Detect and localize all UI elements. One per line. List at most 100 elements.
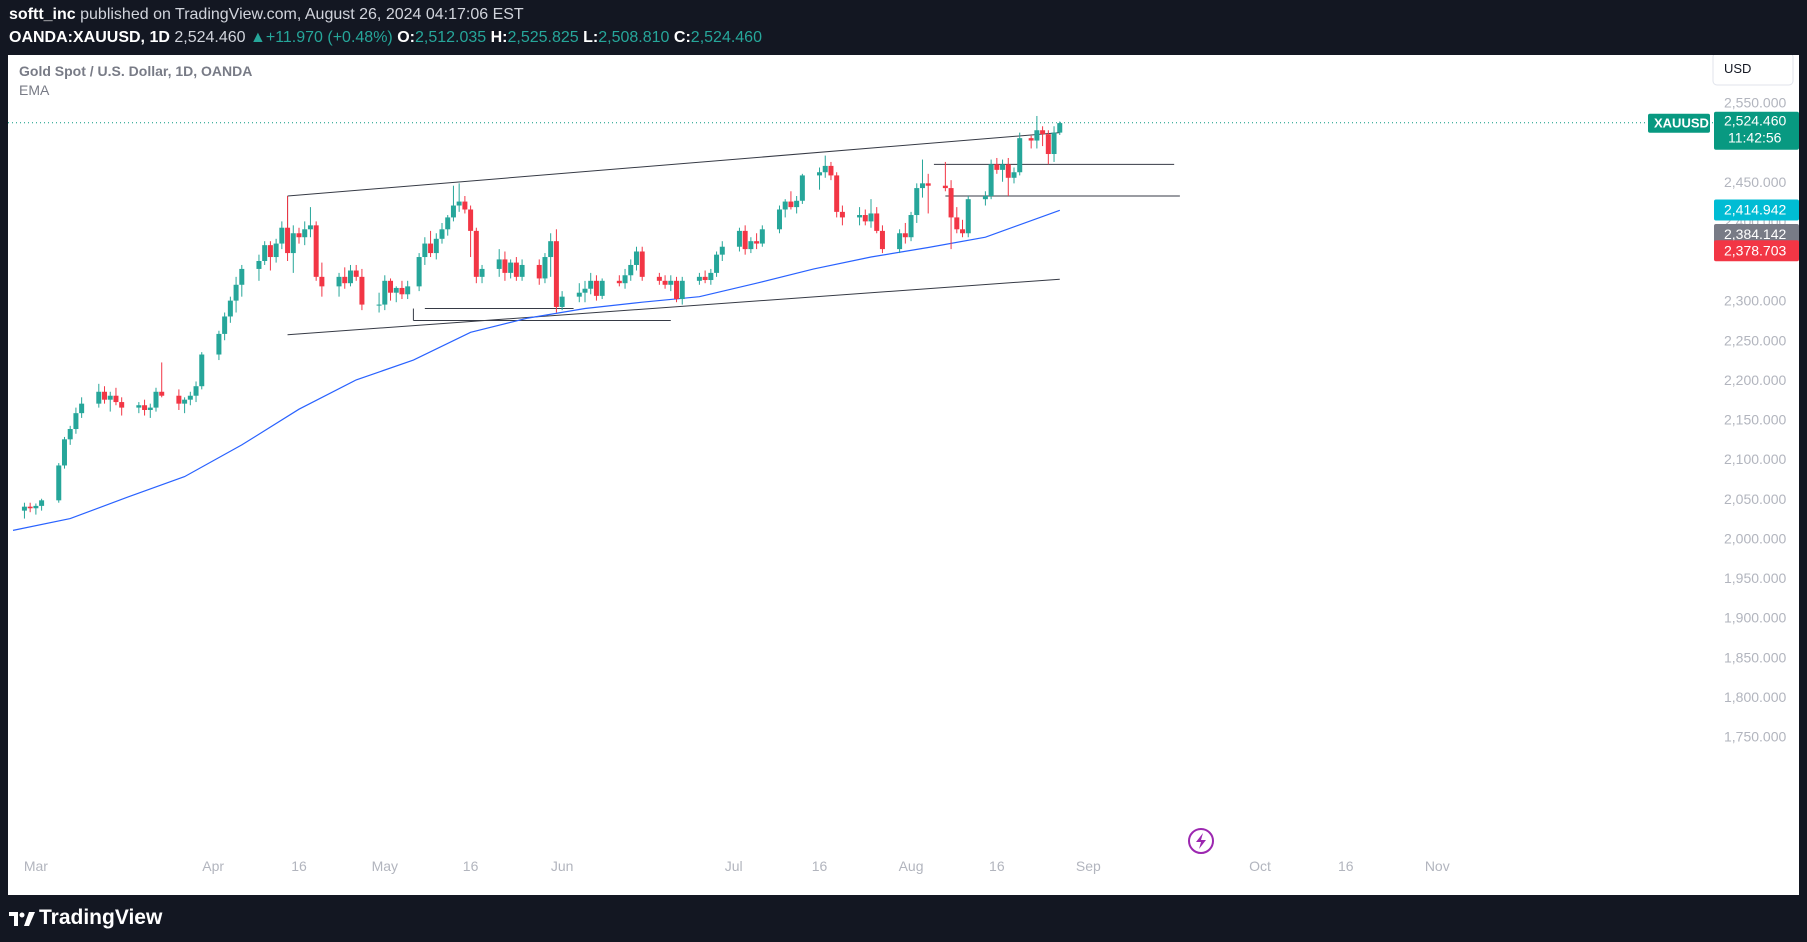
candle-body <box>748 241 754 250</box>
candle-body <box>708 272 714 281</box>
price-tick-label: 2,000.000 <box>1724 530 1786 546</box>
candle-body <box>353 270 359 277</box>
candle-body <box>222 316 228 334</box>
chart-svg[interactable]: 2,550.000 2,450.000 2,300.000 2,250.000 2,20… <box>8 52 1799 895</box>
high-value: 2,525.825 <box>507 29 579 46</box>
tradingview-logo[interactable]: TradingView <box>9 906 162 930</box>
candle-body <box>187 395 193 400</box>
candle-body <box>96 391 102 404</box>
candle-body <box>679 280 685 300</box>
candle-body <box>342 276 348 284</box>
price-tick-label: 2,450.000 <box>1724 174 1786 190</box>
time-tick-label: Aug <box>899 858 924 874</box>
up-arrow-icon: ▲ <box>250 29 266 46</box>
candle-body <box>347 270 353 284</box>
candle-body <box>628 264 634 276</box>
price-tick-label: 2,050.000 <box>1724 491 1786 507</box>
candle-body <box>319 276 325 287</box>
candle-body <box>536 264 542 279</box>
currency-button[interactable]: USD <box>1712 52 1794 86</box>
red-level-text: 2,378.703 <box>1724 242 1786 258</box>
lightning-icon[interactable] <box>1188 828 1214 854</box>
candle-body <box>307 225 313 230</box>
candle-body <box>233 284 239 301</box>
candle-body <box>948 188 954 218</box>
published-text: published on TradingView.com, August 26,… <box>80 6 524 23</box>
candle-body <box>599 280 605 296</box>
candle-body <box>828 165 834 176</box>
candle-body <box>227 300 233 317</box>
price-tick-label: 2,100.000 <box>1724 451 1786 467</box>
candle-body <box>388 280 394 293</box>
candle-body <box>542 257 548 279</box>
candle-body <box>616 280 622 284</box>
candle-body <box>33 505 39 509</box>
candle-body <box>593 280 599 296</box>
time-tick-label: 16 <box>812 858 828 874</box>
price-tick-label: 1,750.000 <box>1724 729 1786 745</box>
candle-body <box>914 188 920 216</box>
price-tick-label: 2,550.000 <box>1724 95 1786 111</box>
candle-body <box>136 405 142 408</box>
time-axis[interactable]: Mar Apr 16 May 16 Jun Jul 16 Aug 16 Sep Oct 16 Nov <box>24 858 1450 874</box>
price-labels: 2,400.000 XAUUSD 2,524.460 11:42:56 2,41… <box>1648 111 1799 262</box>
candle-body <box>960 229 966 234</box>
price-tick-label: 1,850.000 <box>1724 649 1786 665</box>
candle-body <box>102 391 108 400</box>
candle-body <box>1000 164 1006 170</box>
candle-body <box>874 213 880 231</box>
candle-body <box>416 257 422 287</box>
price-tick-label: 2,250.000 <box>1724 332 1786 348</box>
price-axis[interactable]: 2,550.000 2,450.000 2,300.000 2,250.000 2,20… <box>1724 95 1786 745</box>
low-value: 2,508.810 <box>598 29 670 46</box>
trendline <box>287 278 1060 336</box>
low-label: L: <box>583 29 599 46</box>
candle-body <box>988 164 994 197</box>
publisher-name[interactable]: softt_inc <box>9 6 76 23</box>
candle-body <box>508 262 514 273</box>
price-tick-label: 1,950.000 <box>1724 570 1786 586</box>
candle-body <box>142 405 148 410</box>
time-tick-label: Jun <box>551 858 574 874</box>
candle-body <box>548 241 554 258</box>
candle-body <box>439 229 445 239</box>
candle-body <box>1057 123 1063 133</box>
candle-body <box>382 280 388 305</box>
candle-body <box>61 439 67 466</box>
candle-body <box>668 280 674 285</box>
candle-body <box>56 465 62 501</box>
candle-body <box>714 254 720 273</box>
candle-body <box>559 296 565 307</box>
red-level-label <box>1714 240 1799 262</box>
symbol-ohlc-line: OANDA:XAUUSD, 1D 2,524.460 ▲+11.970 (+0.… <box>9 29 762 47</box>
time-tick-label: 16 <box>1338 858 1354 874</box>
candle-body <box>113 395 119 403</box>
candle-body <box>662 280 668 285</box>
high-label: H: <box>490 29 508 46</box>
candle-body <box>119 402 125 408</box>
candle-body <box>834 175 840 212</box>
symbol-name: OANDA:XAUUSD, 1D <box>9 29 170 46</box>
publish-info: softt_inc published on TradingView.com, … <box>9 6 524 24</box>
brand-name: TradingView <box>39 906 163 929</box>
candle-body <box>359 276 365 305</box>
candle-body <box>576 292 582 297</box>
candle-body <box>445 217 451 230</box>
price-change: +11.970 (+0.48%) <box>265 29 393 46</box>
ema-value-label <box>1714 199 1799 221</box>
candle-body <box>513 262 519 277</box>
last-price-header: 2,524.460 <box>174 29 246 46</box>
chart-area[interactable]: 2,550.000 2,450.000 2,300.000 2,250.000 2,20… <box>8 52 1799 895</box>
candle-body <box>393 287 399 293</box>
currency-button-label[interactable]: USD <box>1724 61 1751 76</box>
candle-body <box>702 276 708 281</box>
price-tick-label: 1,800.000 <box>1724 689 1786 705</box>
candle-body <box>428 243 434 254</box>
close-label: C: <box>673 29 691 46</box>
time-tick-label: Mar <box>24 858 48 874</box>
candle-body <box>1034 130 1040 141</box>
candle-body <box>908 215 914 238</box>
candle-body <box>696 276 702 281</box>
candle-body <box>794 200 800 208</box>
candle-body <box>622 275 628 284</box>
